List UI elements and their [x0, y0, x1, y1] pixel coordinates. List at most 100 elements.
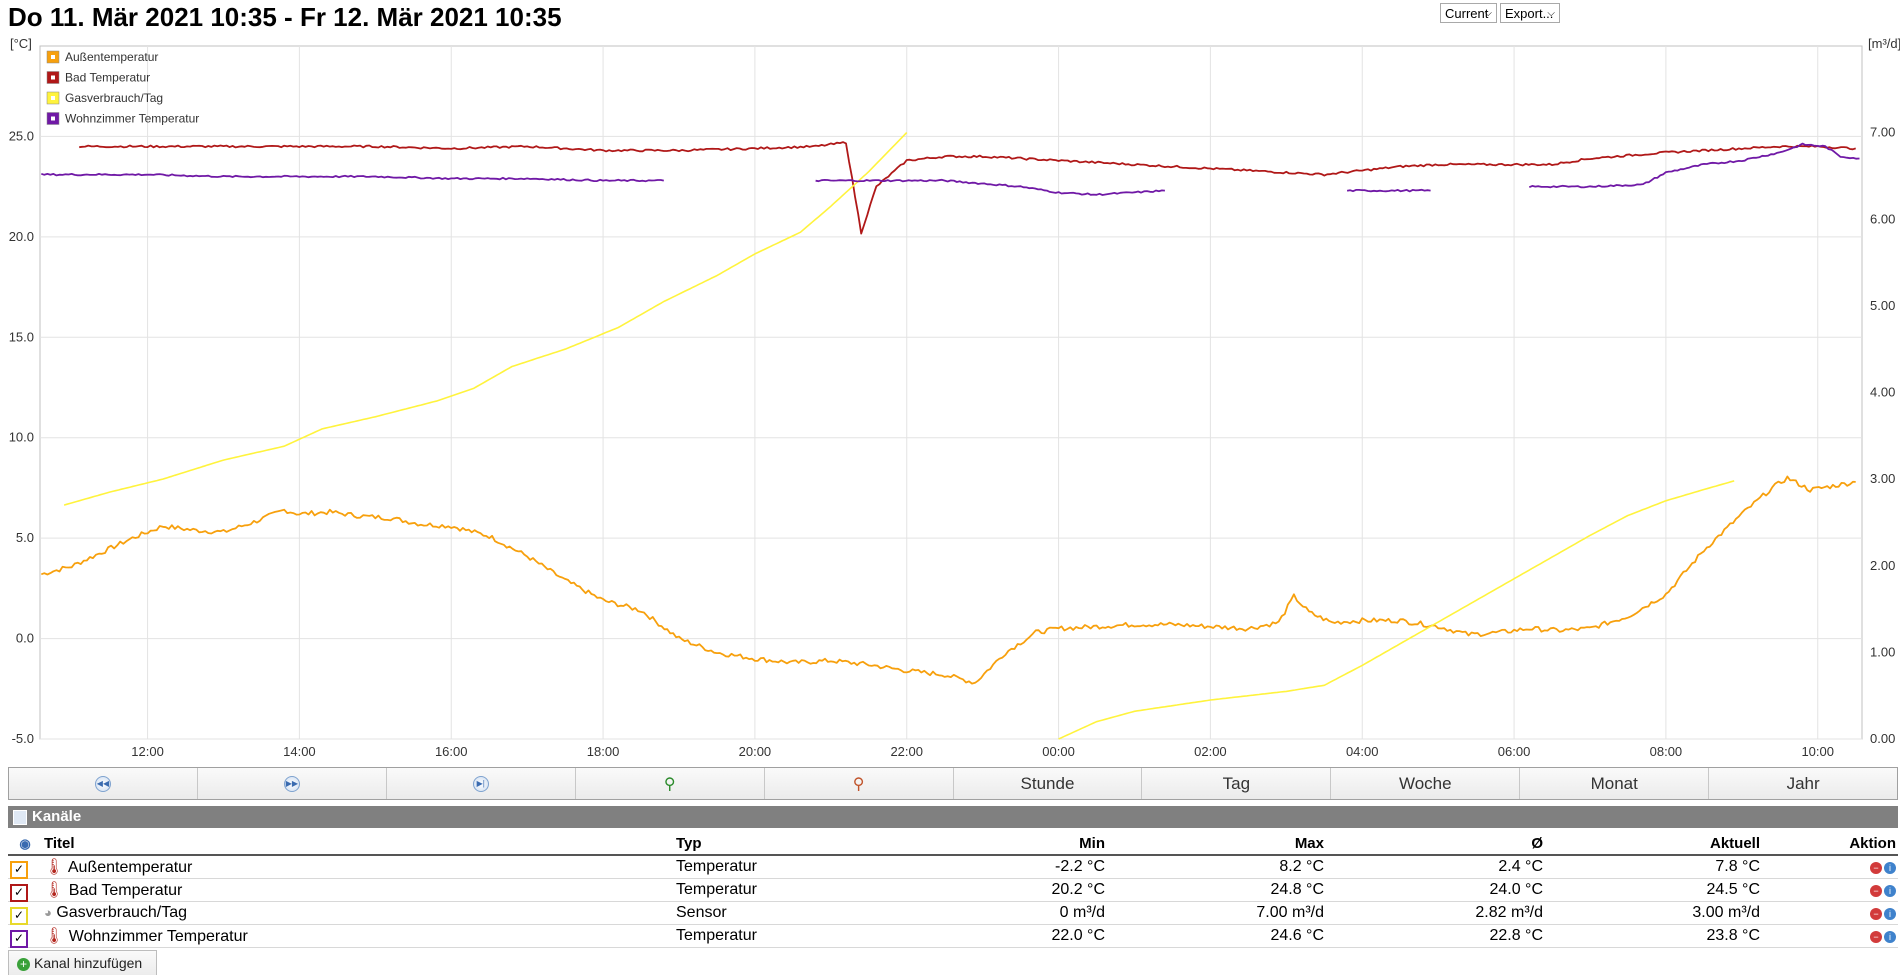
add-channel-button[interactable]: + Kanal hinzufügen [8, 950, 158, 975]
plot-frame [39, 45, 1863, 740]
x-tick-label: 02:00 [1194, 744, 1227, 759]
channel-title: Bad Temperatur [68, 882, 183, 899]
table-row: ✓ 🌡 Außentemperatur Temperatur -2.2 °C 8… [8, 855, 1898, 879]
col-titel[interactable]: Titel [42, 832, 674, 856]
channel-current: 3.00 m³/d [1545, 901, 1762, 925]
x-tick-label: 14:00 [283, 744, 316, 759]
channel-min: 0 m³/d [868, 901, 1107, 925]
plus-circle-icon: + [17, 958, 30, 971]
zoom-out-icon: ⚲ [852, 775, 865, 793]
nav-monat-button[interactable]: Monat [1520, 768, 1710, 799]
channel-max: 8.2 °C [1107, 855, 1326, 879]
chevron-down-icon: ⌵ [1547, 8, 1555, 19]
eye-icon[interactable]: ◉ [8, 832, 42, 856]
x-tick-label: 20:00 [739, 744, 772, 759]
zoom-in-button[interactable]: ⚲ [575, 768, 765, 799]
col-max[interactable]: Max [1107, 832, 1326, 856]
table-row: ✓ 🌡 Wohnzimmer Temperatur Temperatur 22.… [8, 924, 1898, 948]
col-typ[interactable]: Typ [674, 832, 868, 856]
legend-swatch-center [51, 116, 55, 121]
chart-area: 12:00 14:00 16:00 18:00 20:00 22:00 00:00 02:00… [9, 36, 1900, 759]
channel-avg: 2.82 m³/d [1326, 901, 1545, 925]
minus-circle-icon[interactable]: − [1870, 885, 1882, 897]
col-aktuell[interactable]: Aktuell [1545, 832, 1762, 856]
nav-back-button[interactable]: ◀◀ [9, 768, 198, 799]
info-icon[interactable]: i [1884, 908, 1896, 920]
legend-label: Wohnzimmer Temperatur [65, 112, 199, 126]
channels-header: Kanäle [8, 806, 1898, 828]
nav-stunde-button[interactable]: Stunde [953, 768, 1143, 799]
series-line [41, 172, 664, 183]
info-icon[interactable]: i [1884, 931, 1896, 943]
fast-forward-icon: ▶▶ [283, 775, 300, 792]
range-select[interactable]: Current ⌵ [1440, 3, 1497, 23]
nav-forward-button[interactable]: ▶▶ [197, 768, 387, 799]
channel-avg: 22.8 °C [1326, 924, 1545, 948]
series-line [1346, 188, 1431, 193]
nav-end-button[interactable]: ▶| [386, 768, 576, 799]
y-tick-label-right: 0.00 [1870, 731, 1895, 746]
channel-min: 22.0 °C [868, 924, 1107, 948]
zoom-in-icon: ⚲ [663, 775, 676, 793]
gauge-icon: ◕ [44, 905, 52, 920]
export-select-value: Export... [1505, 6, 1554, 21]
export-select[interactable]: Export... ⌵ [1500, 3, 1560, 23]
channel-min: 20.2 °C [868, 878, 1107, 902]
channel-checkbox[interactable]: ✓ [10, 860, 28, 879]
nav-tag-button[interactable]: Tag [1142, 768, 1332, 799]
series-line [40, 475, 1856, 685]
table-row: ✓ ◕ Gasverbrauch/Tag Sensor 0 m³/d 7.00 … [8, 901, 1898, 925]
channel-title: Gasverbrauch/Tag [56, 904, 188, 921]
legend-swatch-center [51, 75, 55, 80]
x-tick-label: 08:00 [1650, 744, 1683, 759]
series-line [79, 141, 1856, 235]
minus-circle-icon[interactable]: − [1870, 931, 1882, 943]
channel-type: Temperatur [674, 855, 868, 879]
x-tick-label: 16:00 [435, 744, 468, 759]
add-channel-label: Kanal hinzufügen [34, 955, 143, 971]
channel-min: -2.2 °C [868, 855, 1107, 879]
nav-woche-button[interactable]: Woche [1331, 768, 1521, 799]
minus-circle-icon[interactable]: − [1870, 862, 1882, 874]
x-tick-label: 10:00 [1801, 744, 1834, 759]
channel-current: 23.8 °C [1545, 924, 1762, 948]
channel-max: 24.6 °C [1107, 924, 1326, 948]
channel-avg: 24.0 °C [1326, 878, 1545, 902]
x-tick-label: 04:00 [1346, 744, 1379, 759]
channel-checkbox[interactable]: ✓ [10, 883, 28, 902]
channel-current: 7.8 °C [1545, 855, 1762, 879]
x-tick-label: 18:00 [587, 744, 620, 759]
range-select-value: Current [1445, 6, 1489, 21]
y-tick-label-right: 4.00 [1870, 385, 1895, 400]
channel-max: 24.8 °C [1107, 878, 1326, 902]
series-line [1058, 480, 1735, 740]
legend-swatch-center [51, 96, 55, 100]
y-tick-label-left: 5.0 [16, 530, 34, 545]
info-icon[interactable]: i [1884, 885, 1896, 897]
y-tick-label-right: 5.00 [1870, 298, 1895, 313]
channels-table: ◉ Titel Typ Min Max Ø Aktuell Aktion ✓ 🌡… [8, 832, 1898, 948]
zoom-out-button[interactable]: ⚲ [764, 768, 954, 799]
thermometer-icon: 🌡 [44, 882, 65, 899]
channel-checkbox[interactable]: ✓ [10, 906, 28, 925]
channel-max: 7.00 m³/d [1107, 901, 1326, 925]
col-min[interactable]: Min [868, 832, 1107, 856]
y-tick-label-left: 15.0 [9, 329, 34, 344]
info-icon[interactable]: i [1884, 862, 1896, 874]
channel-current: 24.5 °C [1545, 878, 1762, 902]
col-aktion[interactable]: Aktion [1762, 832, 1898, 856]
minus-circle-icon[interactable]: − [1870, 908, 1882, 920]
x-tick-label: 12:00 [131, 744, 164, 759]
channel-checkbox[interactable]: ✓ [10, 929, 28, 948]
chevron-down-icon: ⌵ [1484, 8, 1492, 19]
col-avg[interactable]: Ø [1326, 832, 1545, 856]
x-tick-label: 06:00 [1498, 744, 1531, 759]
nav-jahr-button[interactable]: Jahr [1709, 768, 1898, 799]
y-tick-label-left: 25.0 [9, 128, 34, 143]
channel-title: Außentemperatur [67, 859, 193, 876]
page-title: Do 11. Mär 2021 10:35 - Fr 12. Mär 2021 … [8, 2, 562, 32]
y-tick-label-left: 20.0 [9, 229, 34, 244]
y-tick-label-right: 6.00 [1870, 211, 1895, 226]
series-line [815, 178, 1165, 196]
y-tick-label-left: 0.0 [16, 631, 34, 646]
